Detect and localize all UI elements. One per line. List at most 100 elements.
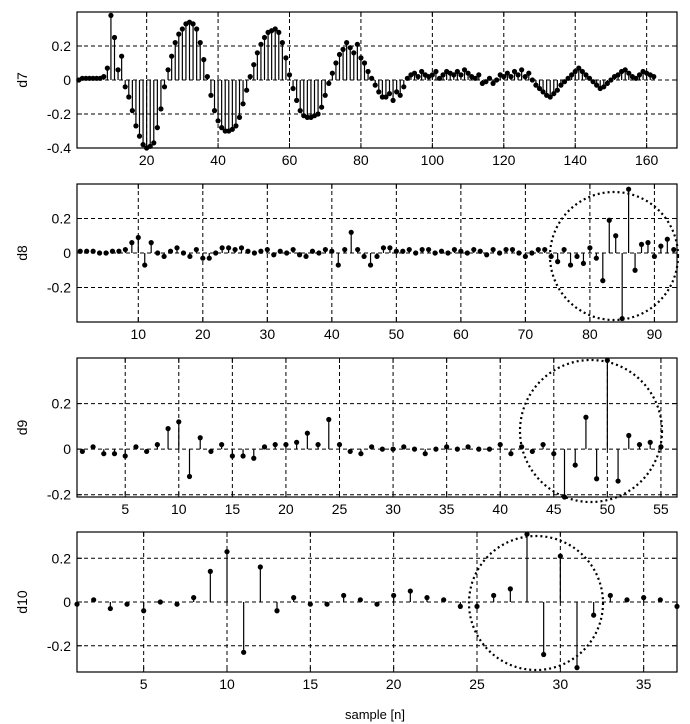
stem-marker [335,262,341,268]
stem-marker [115,67,121,73]
stem-marker [136,133,143,139]
stem-marker [565,75,571,81]
x-tick-label: 20 [195,326,211,342]
stem-marker [169,53,175,59]
stem-marker [190,21,196,27]
y-tick-label: 0 [63,441,71,457]
stem-marker [393,248,399,254]
x-tick-label: 20 [278,501,294,517]
x-tick-label: 80 [582,326,598,342]
stem-marker [551,451,557,457]
stem-marker [429,72,435,78]
x-tick-label: 35 [439,501,455,517]
stem-marker [401,444,407,450]
x-tick-label: 5 [140,676,148,692]
stem-marker [324,601,330,607]
stem-marker [574,665,580,671]
stem-marker [422,451,428,457]
stem-marker [401,84,407,90]
stem-marker [407,588,413,594]
stem-marker [411,70,418,76]
stem-marker [574,253,580,260]
y-tick-label: 0.2 [52,550,72,566]
panel-d9: 5 10 15 20 25 30 35 40 45 50 55 -0.2 0 0.2 d9 [14,357,678,517]
stem-marker [477,248,483,254]
x-tick-label: 160 [635,152,659,168]
stem-marker [197,40,203,46]
stem-marker [390,446,396,452]
stem-marker [194,26,200,32]
stem-marker [226,245,232,251]
stem-marker [380,245,387,251]
y-axis-label: d7 [14,72,30,88]
y-tick-label: 0 [63,245,71,261]
stem-marker [174,601,180,607]
stem-marker [165,426,171,432]
stem-marker [458,248,464,254]
stem-marker [591,612,597,618]
stem-marker [351,50,357,56]
stem-marker [374,601,380,607]
stem-marker [108,12,114,18]
stem-marker [519,67,525,73]
stem-marker [491,592,497,599]
stem-marker [174,245,180,251]
stem-marker [122,453,128,459]
stem-marker [374,253,380,260]
stem-marker [390,97,396,103]
stem-marker [176,419,182,425]
stem-marker [645,240,651,246]
stem-marker [283,441,289,448]
stem-marker [600,278,606,284]
stem-marker [135,234,141,241]
stem-marker [583,72,589,78]
stem-marker [626,186,632,192]
stem-marker [165,67,171,73]
stem-marker [358,55,364,61]
stem-marker [607,592,613,599]
stem-marker [254,50,260,56]
stem-marker [329,248,335,254]
stem-marker [383,94,389,100]
stem-marker [411,446,418,452]
stem-marker [433,446,439,452]
stem-marker [624,597,630,603]
stem-marker [297,108,303,114]
plot-area [77,358,677,497]
x-tick-label: 120 [492,152,516,168]
stem-marker [151,140,157,146]
stem-marker [451,246,458,253]
stem-marker [638,241,645,247]
stem-marker [464,250,470,256]
stem-marker [441,597,447,603]
stem-marker [490,80,496,86]
stem-marker [316,250,322,256]
stem-marker [601,84,607,90]
stem-marker [161,84,168,90]
stem-marker [219,245,225,251]
stem-marker [347,448,353,455]
stem-marker [86,75,93,81]
stem-marker [244,87,250,93]
stem-marker [379,94,385,100]
stem-marker [536,85,543,92]
stem-marker [211,108,218,114]
stem-marker [615,72,621,78]
stem-marker [461,67,468,73]
stem-marker [369,75,375,81]
stem-marker [122,84,128,90]
stem-marker [229,126,235,132]
panel-d8: 10 20 30 40 50 60 70 80 90 -0.2 0 0.2 d8 [14,183,680,342]
stem-marker [141,608,147,614]
stem-marker [245,248,251,254]
stem-marker [367,262,374,268]
y-axis-label: d10 [14,590,30,614]
stem-marker [524,531,530,537]
stem-marker [579,68,585,75]
stem-marker [222,128,228,134]
stem-marker [593,255,599,261]
stem-marker [140,142,146,148]
stem-marker [476,72,482,78]
stem-marker [511,68,518,75]
x-tick-label: 30 [385,501,401,517]
